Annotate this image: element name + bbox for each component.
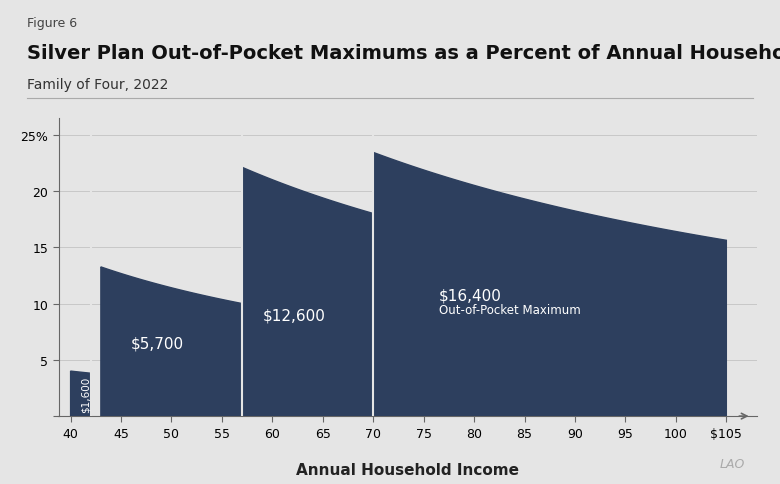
Text: Figure 6: Figure 6 bbox=[27, 17, 77, 30]
Text: LAO: LAO bbox=[719, 457, 745, 470]
Text: Family of Four, 2022: Family of Four, 2022 bbox=[27, 77, 168, 91]
Text: $16,400: $16,400 bbox=[439, 287, 502, 302]
Polygon shape bbox=[242, 168, 374, 416]
Text: Out-of-Pocket Maximum: Out-of-Pocket Maximum bbox=[439, 303, 580, 316]
Text: $1,600: $1,600 bbox=[80, 376, 90, 412]
Polygon shape bbox=[71, 371, 90, 416]
Text: Silver Plan Out-of-Pocket Maximums as a Percent of Annual Household Income: Silver Plan Out-of-Pocket Maximums as a … bbox=[27, 44, 780, 62]
Polygon shape bbox=[101, 267, 242, 416]
Text: $12,600: $12,600 bbox=[262, 308, 325, 323]
Text: Annual Household Income: Annual Household Income bbox=[296, 462, 519, 477]
Polygon shape bbox=[374, 153, 726, 416]
Text: $5,700: $5,700 bbox=[131, 336, 184, 351]
